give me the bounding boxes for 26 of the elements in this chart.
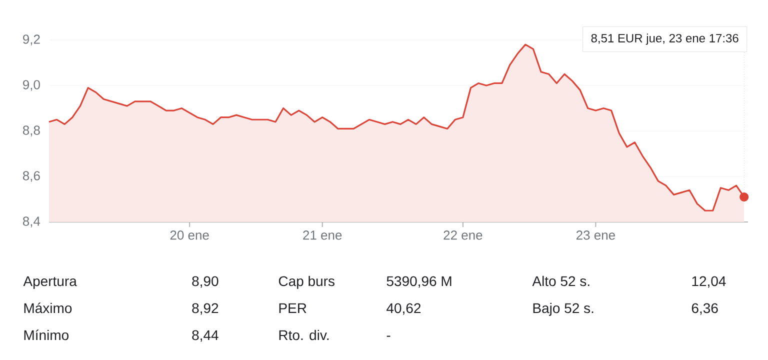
y-tick-label: 8,8 (22, 126, 40, 136)
text: - (386, 336, 390, 337)
text: Alto 52 s. (532, 276, 590, 286)
x-tick-label: 20 ene (170, 230, 209, 240)
y-tick-label: 8,4 (22, 216, 40, 228)
y-tick-label: 9,2 (23, 34, 40, 46)
y-tick-label: 8,6 (22, 171, 40, 182)
text: Apertura (23, 276, 77, 289)
text: 6,36 (692, 303, 718, 315)
text: 8,90 (192, 276, 218, 288)
x-tick-label: 23 ene (576, 230, 615, 240)
annotation: 8,51 EUR jue, 23 ene 17:36 (591, 34, 738, 45)
y-tick-label: 9,0 (23, 80, 40, 91)
text: Máximo (24, 302, 72, 314)
text: 5390,96 M (386, 276, 452, 288)
text: Mínimo (24, 330, 69, 340)
x-tick-label: 21 ene (303, 230, 342, 240)
text: 12,04 (692, 276, 726, 288)
text: 8,92 (192, 303, 218, 315)
text: 40,62 (386, 303, 421, 315)
x-tick-label: 22 ene (444, 230, 482, 240)
text: PER (279, 303, 306, 313)
text: Cap burs (278, 276, 334, 289)
text: Bajo 52 s. (533, 302, 594, 316)
text: Rto. div. (279, 330, 329, 340)
text: 8,44 (192, 330, 218, 342)
